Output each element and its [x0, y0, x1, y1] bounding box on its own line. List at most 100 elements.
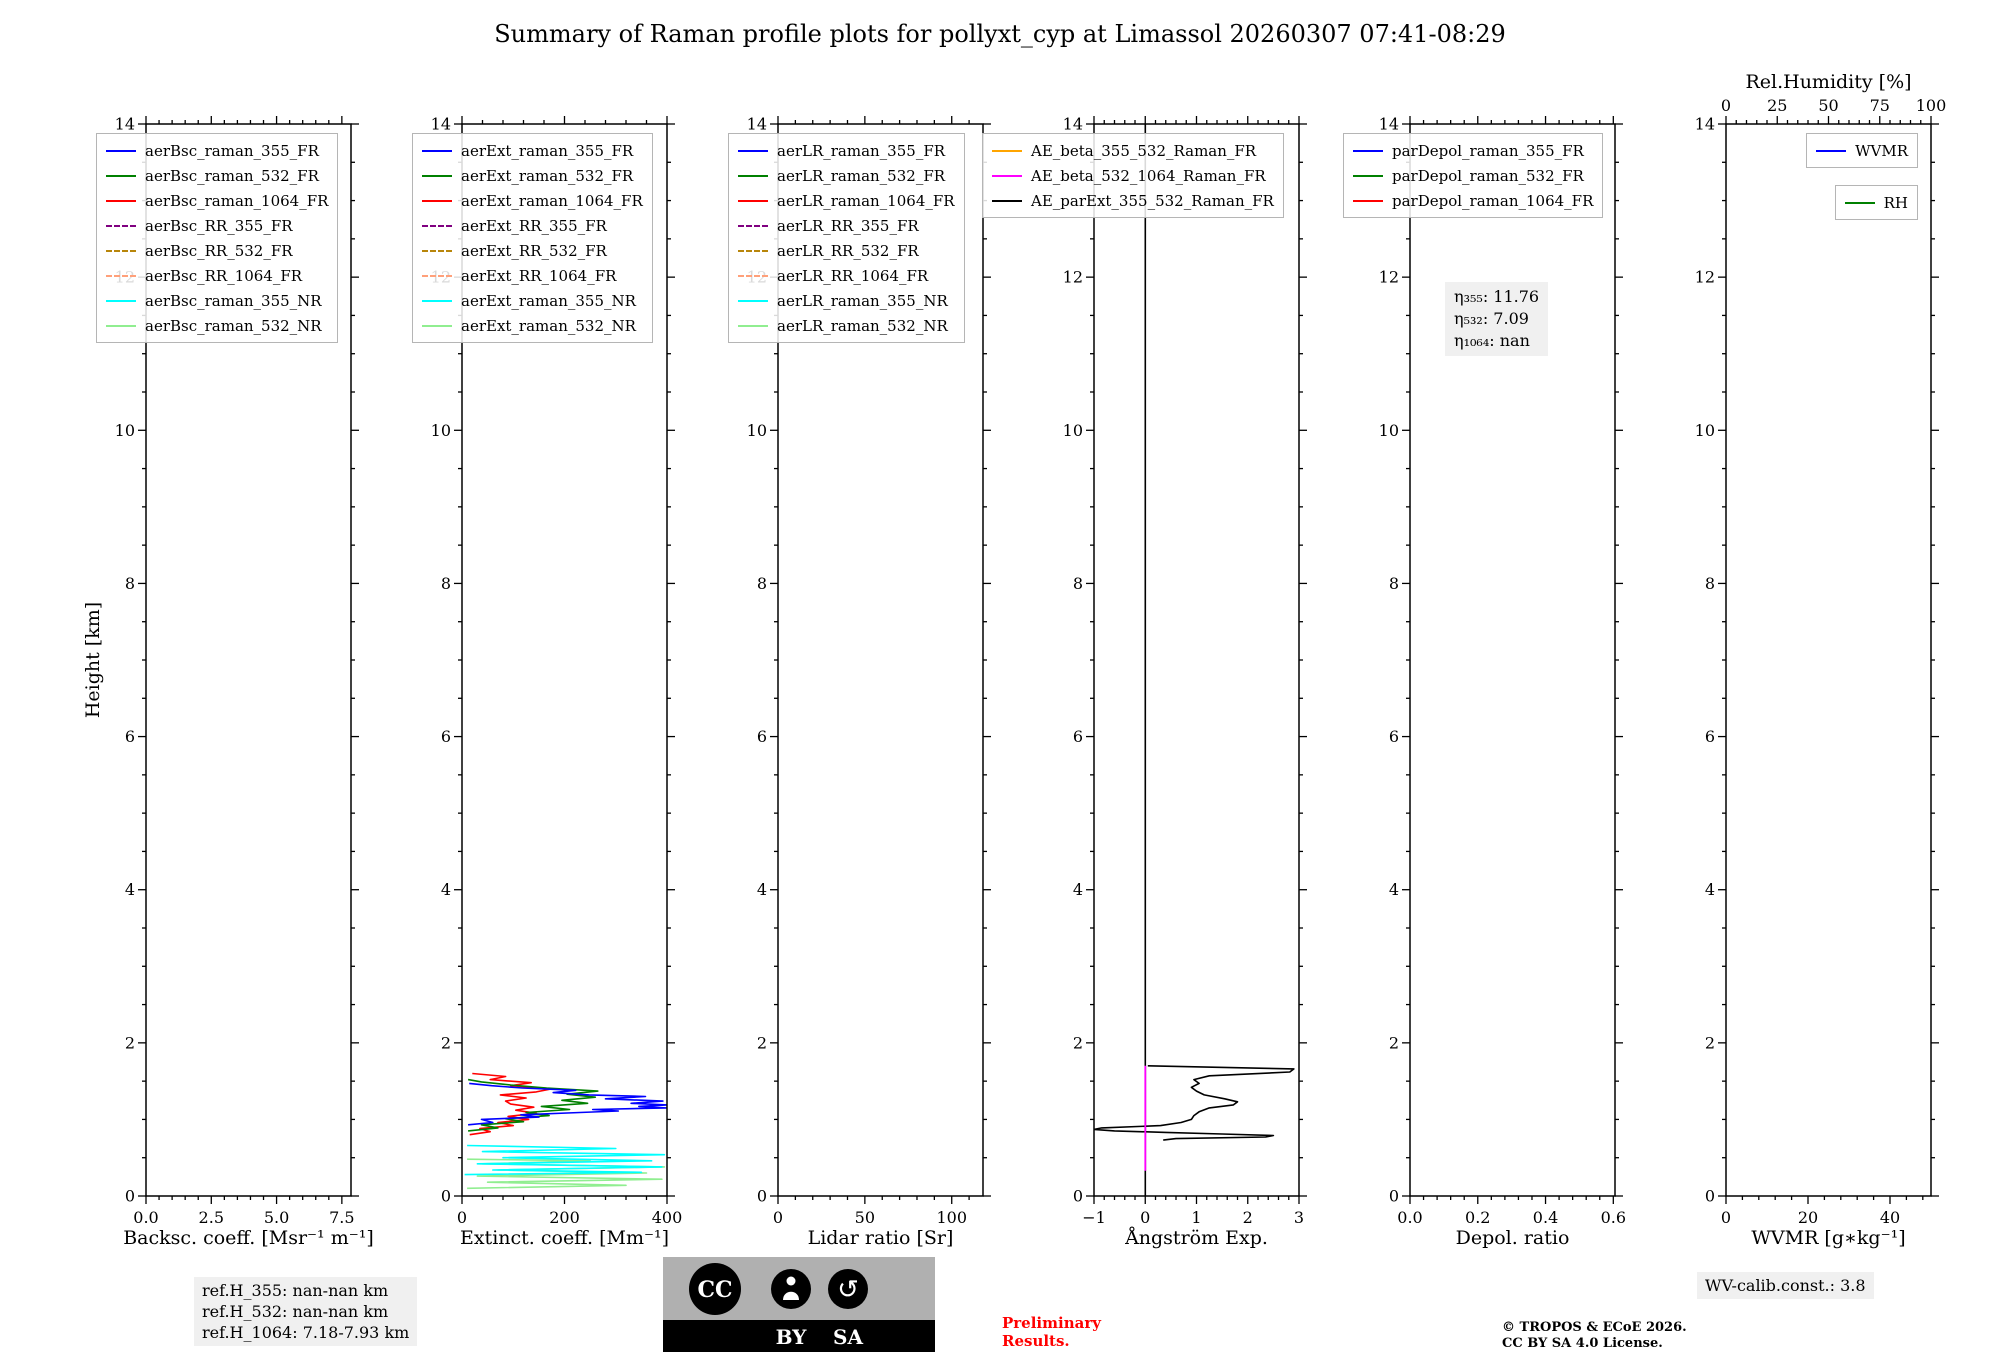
y-tick-label: 14 — [1695, 115, 1715, 134]
legend-label: parDepol_raman_532_FR — [1392, 166, 1584, 185]
preliminary-line2: Results. — [1002, 1332, 1070, 1350]
legend-item: aerExt_raman_355_NR — [422, 288, 643, 313]
legend-line-sample — [106, 199, 136, 202]
series-aerExt_raman_355_FR — [468, 1082, 667, 1126]
y-tick-label: 6 — [1389, 727, 1399, 746]
legend-label: aerBsc_raman_532_NR — [145, 316, 322, 335]
legend-label: aerLR_raman_355_NR — [777, 291, 948, 310]
panel-lidar-ratio: 02468101214050100Lidar ratio [Sr] — [747, 115, 991, 1249]
cc-by-sa-badge: CC ↺ BY SA — [663, 1257, 935, 1352]
legend-line-sample — [106, 274, 136, 277]
legend-label: aerExt_raman_532_NR — [461, 316, 636, 335]
legend-wvmr-rh: RH — [1834, 185, 1918, 220]
legend-line-sample — [1844, 201, 1875, 204]
top-x-tick-label: 75 — [1870, 96, 1890, 115]
top-x-tick-label: 50 — [1818, 96, 1838, 115]
x-tick-label: 50 — [855, 1208, 875, 1227]
legend-line-sample — [106, 249, 136, 252]
legend-label: aerBsc_RR_532_FR — [145, 241, 293, 260]
panel-border — [1409, 123, 1616, 1197]
legend-line-sample — [106, 324, 136, 327]
legend-item: aerExt_RR_1064_FR — [422, 263, 643, 288]
legend-line-sample — [738, 224, 768, 227]
x-tick-label: 0 — [1140, 1208, 1150, 1227]
y-tick-label: 0 — [441, 1187, 451, 1206]
x-tick-label: 0 — [457, 1208, 467, 1227]
legend-item: aerBsc_raman_532_FR — [106, 163, 328, 188]
panel-border — [1093, 123, 1300, 1197]
x-axis-label: Lidar ratio [Sr] — [808, 1227, 954, 1249]
copyright-note: © TROPOS & ECoE 2026. CC BY SA 4.0 Licen… — [1502, 1320, 1687, 1352]
panel-border — [145, 123, 352, 1197]
eta-annotation-line: η₁₀₆₄: nan — [1454, 331, 1530, 350]
legend-label: aerBsc_raman_532_FR — [145, 166, 319, 185]
wv-calib-note: WV-calib.const.: 3.8 — [1697, 1272, 1874, 1299]
legend-item: AE_beta_532_1064_Raman_FR — [992, 163, 1274, 188]
x-tick-label: 400 — [652, 1208, 683, 1227]
legend-label: AE_parExt_355_532_Raman_FR — [1031, 191, 1274, 210]
legend-label: aerExt_raman_355_NR — [461, 291, 636, 310]
legend-label: aerExt_RR_355_FR — [461, 216, 607, 235]
y-tick-label: 0 — [757, 1187, 767, 1206]
legend-item: WVMR — [1816, 138, 1908, 163]
legend-item: aerBsc_raman_532_NR — [106, 313, 328, 338]
y-tick-label: 4 — [1073, 880, 1083, 899]
y-tick-label: 14 — [1379, 115, 1399, 134]
legend-line-sample — [992, 199, 1022, 202]
legend-item: parDepol_raman_532_FR — [1353, 163, 1593, 188]
legend-item: aerBsc_RR_355_FR — [106, 213, 328, 238]
cc-icon — [689, 1263, 741, 1315]
y-tick-label: 10 — [1379, 421, 1399, 440]
legend-label: aerBsc_raman_1064_FR — [145, 191, 329, 210]
share-alike-arrow: ↺ — [837, 1275, 859, 1305]
y-tick-label: 8 — [757, 574, 767, 593]
x-tick-label: 200 — [549, 1208, 580, 1227]
eta-annotation-line: η₃₅₅: 11.76 — [1454, 287, 1540, 306]
legend-line-sample — [422, 249, 452, 252]
legend-item: AE_parExt_355_532_Raman_FR — [992, 188, 1274, 213]
x-tick-label: 40 — [1880, 1208, 1900, 1227]
legend-item: aerLR_raman_355_NR — [738, 288, 955, 313]
legend-label: RH — [1883, 193, 1908, 212]
legend-item: aerLR_raman_532_NR — [738, 313, 955, 338]
legend-item: aerBsc_raman_355_NR — [106, 288, 328, 313]
y-tick-label: 4 — [1389, 880, 1399, 899]
x-tick-label: 3 — [1294, 1208, 1304, 1227]
legend-label: aerExt_raman_355_FR — [461, 141, 634, 160]
y-tick-label: 0 — [1073, 1187, 1083, 1206]
y-tick-label: 8 — [441, 574, 451, 593]
y-tick-label: 4 — [125, 880, 135, 899]
x-tick-label: 0 — [1721, 1208, 1731, 1227]
y-tick-label: 2 — [1705, 1033, 1715, 1052]
legend-item: aerLR_RR_355_FR — [738, 213, 955, 238]
legend-label: aerExt_RR_1064_FR — [461, 266, 617, 285]
x-axis-label: Depol. ratio — [1456, 1227, 1570, 1249]
x-axis-label: Backsc. coeff. [Msr⁻¹ m⁻¹] — [123, 1227, 374, 1249]
legend-item: aerLR_RR_1064_FR — [738, 263, 955, 288]
legend-line-sample — [738, 174, 768, 177]
legend-line-sample — [738, 149, 768, 152]
legend-label: aerBsc_raman_355_FR — [145, 141, 319, 160]
series-aerExt_raman_532_FR — [467, 1078, 599, 1132]
legend-item: RH — [1844, 190, 1908, 215]
legend-label: parDepol_raman_355_FR — [1392, 141, 1584, 160]
y-tick-label: 6 — [757, 727, 767, 746]
legend-label: aerLR_RR_532_FR — [777, 241, 919, 260]
legend-line-sample — [422, 324, 452, 327]
x-tick-label: 100 — [936, 1208, 967, 1227]
legend-label: aerBsc_RR_355_FR — [145, 216, 293, 235]
y-tick-label: 4 — [1705, 880, 1715, 899]
x-axis-label: Extinct. coeff. [Mm⁻¹] — [460, 1227, 669, 1249]
y-tick-label: 12 — [1379, 268, 1399, 287]
eta-annotation: η₃₅₅: 11.76 η₅₃₂: 7.09 η₁₀₆₄: nan — [1445, 282, 1549, 356]
x-tick-label: 0.0 — [133, 1208, 158, 1227]
y-tick-label: 6 — [1705, 727, 1715, 746]
panel-border — [461, 123, 668, 1197]
legend-item: aerExt_raman_355_FR — [422, 138, 643, 163]
legend-label: aerExt_raman_532_FR — [461, 166, 634, 185]
legend-label: WVMR — [1855, 141, 1908, 160]
legend-item: aerLR_raman_532_FR — [738, 163, 955, 188]
legend-line-sample — [1353, 199, 1383, 202]
